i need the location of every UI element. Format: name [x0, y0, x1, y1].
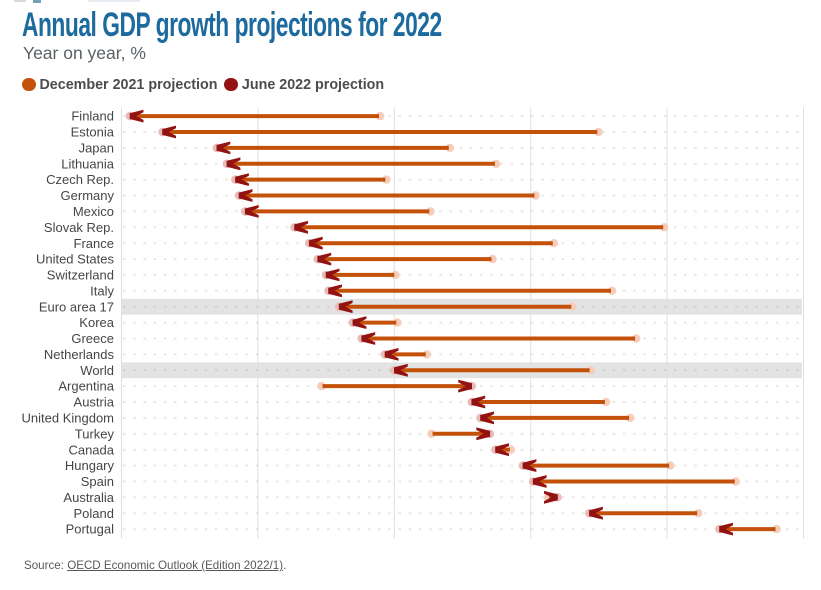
- svg-text:World: World: [80, 363, 114, 378]
- svg-text:Mexico: Mexico: [73, 204, 114, 219]
- svg-text:Turkey: Turkey: [75, 426, 115, 441]
- svg-text:Greece: Greece: [71, 331, 114, 346]
- svg-text:Germany: Germany: [61, 188, 115, 203]
- svg-text:Spain: Spain: [81, 474, 114, 489]
- svg-text:Lithuania: Lithuania: [61, 156, 115, 171]
- svg-text:Switzerland: Switzerland: [47, 268, 114, 283]
- svg-text:Finland: Finland: [71, 109, 114, 124]
- svg-text:Portugal: Portugal: [66, 522, 115, 537]
- svg-text:Netherlands: Netherlands: [44, 347, 115, 362]
- svg-text:France: France: [74, 236, 114, 251]
- svg-text:Italy: Italy: [90, 283, 114, 298]
- svg-text:United Kingdom: United Kingdom: [22, 411, 115, 426]
- svg-text:Poland: Poland: [74, 506, 114, 521]
- svg-text:Czech Rep.: Czech Rep.: [46, 172, 114, 187]
- svg-text:Euro area 17: Euro area 17: [39, 299, 114, 314]
- svg-text:Slovak Rep.: Slovak Rep.: [44, 220, 114, 235]
- svg-text:Estonia: Estonia: [71, 125, 115, 140]
- svg-text:United States: United States: [36, 252, 115, 267]
- svg-text:Canada: Canada: [68, 442, 114, 457]
- svg-text:Australia: Australia: [63, 490, 114, 505]
- svg-text:Korea: Korea: [79, 315, 114, 330]
- svg-text:Hungary: Hungary: [65, 458, 115, 473]
- svg-text:Austria: Austria: [74, 395, 115, 410]
- svg-text:Argentina: Argentina: [58, 379, 114, 394]
- svg-text:Japan: Japan: [79, 141, 114, 156]
